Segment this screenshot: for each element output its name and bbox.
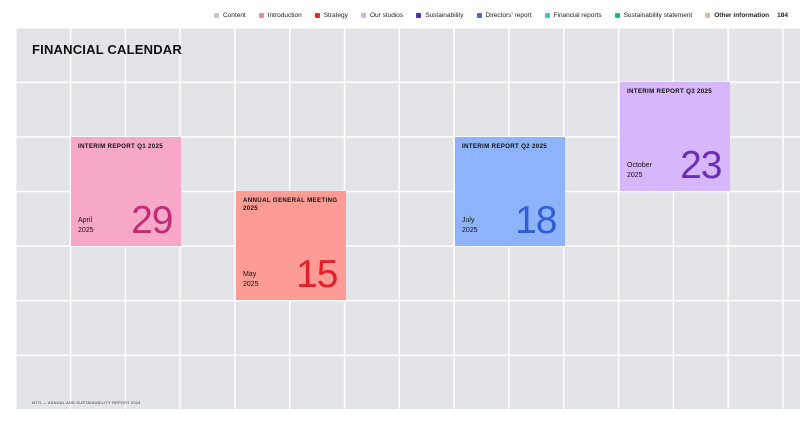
nav-item-label: Strategy (323, 11, 348, 19)
event-card-interim-q2: INTERIM REPORT Q2 2025 July 2025 18 (455, 137, 565, 246)
event-title: INTERIM REPORT Q3 2025 (627, 88, 712, 95)
event-year: 2025 (462, 227, 478, 234)
directors-report-color-icon (476, 12, 482, 18)
event-year: 2025 (243, 281, 259, 288)
event-month: July (462, 217, 475, 224)
strategy-color-icon (314, 12, 320, 18)
page-footer: MTG — ANNUAL AND SUSTAINABILITY REPORT 2… (32, 401, 141, 405)
event-year: 2025 (627, 172, 643, 179)
event-year: 2025 (78, 227, 94, 234)
page-number: 184 (777, 11, 788, 19)
financial-reports-color-icon (544, 12, 550, 18)
nav-item-directors-report[interactable]: Directors' report (476, 11, 532, 19)
event-day: 23 (680, 144, 722, 187)
nav-item-content[interactable]: Content (213, 11, 246, 19)
introduction-color-icon (258, 12, 264, 18)
other-information-color-icon (705, 12, 711, 18)
nav-item-sustainability[interactable]: Sustainability (416, 11, 464, 19)
event-card-interim-q1: INTERIM REPORT Q1 2025 April 2025 29 (71, 137, 181, 246)
event-day: 15 (296, 253, 338, 296)
sustainability-color-icon (416, 12, 422, 18)
nav-item-label: Introduction (267, 11, 302, 19)
nav-item-strategy[interactable]: Strategy (314, 11, 348, 19)
event-card-interim-q3: INTERIM REPORT Q3 2025 October 2025 23 (620, 82, 730, 191)
event-month: April (78, 217, 93, 224)
event-card-agm: ANNUAL GENERAL MEETING 2025 May 2025 15 (236, 191, 346, 300)
nav-item-label: Other information (714, 11, 770, 19)
event-title: ANNUAL GENERAL MEETING 2025 (243, 197, 338, 213)
nav-item-other-information[interactable]: Other information (705, 12, 769, 19)
event-month: May (243, 271, 257, 278)
sustainability-statement-color-icon (614, 12, 620, 18)
nav-item-our-studios[interactable]: Our studios (360, 11, 404, 19)
event-day: 18 (515, 199, 557, 242)
page-title: FINANCIAL CALENDAR (32, 42, 182, 57)
event-month: October (627, 162, 652, 169)
nav-item-label: Directors' report (485, 11, 532, 19)
event-day: 29 (131, 199, 173, 242)
nav-item-label: Sustainability statement (623, 11, 693, 19)
nav-item-sustainability-statement[interactable]: Sustainability statement (614, 11, 693, 19)
nav-item-financial-reports[interactable]: Financial reports (544, 11, 602, 19)
content-color-icon (213, 12, 219, 18)
event-title: INTERIM REPORT Q2 2025 (462, 143, 547, 150)
nav-item-label: Sustainability (425, 11, 464, 19)
nav-item-label: Our studios (369, 11, 404, 19)
our-studios-color-icon (360, 12, 366, 18)
section-navigation: Content Introduction Strategy Our studio… (0, 10, 800, 20)
nav-item-introduction[interactable]: Introduction (258, 11, 302, 19)
event-title: INTERIM REPORT Q1 2025 (78, 143, 163, 150)
nav-item-label: Content (222, 11, 246, 19)
nav-item-label: Financial reports (553, 11, 602, 19)
